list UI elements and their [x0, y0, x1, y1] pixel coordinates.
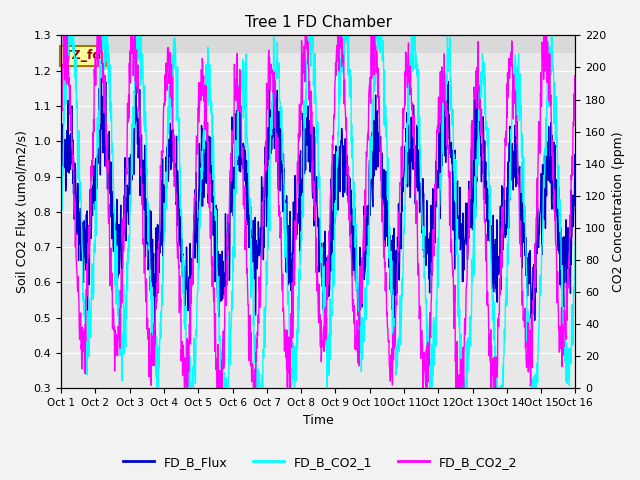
- Y-axis label: CO2 Concentration (ppm): CO2 Concentration (ppm): [612, 132, 625, 292]
- Text: TZ_fd: TZ_fd: [63, 49, 102, 62]
- Title: Tree 1 FD Chamber: Tree 1 FD Chamber: [244, 15, 392, 30]
- Legend: FD_B_Flux, FD_B_CO2_1, FD_B_CO2_2: FD_B_Flux, FD_B_CO2_1, FD_B_CO2_2: [118, 451, 522, 474]
- Bar: [61, 36, 575, 53]
- X-axis label: Time: Time: [303, 414, 333, 427]
- Y-axis label: Soil CO2 Flux (umol/m2/s): Soil CO2 Flux (umol/m2/s): [15, 131, 28, 293]
